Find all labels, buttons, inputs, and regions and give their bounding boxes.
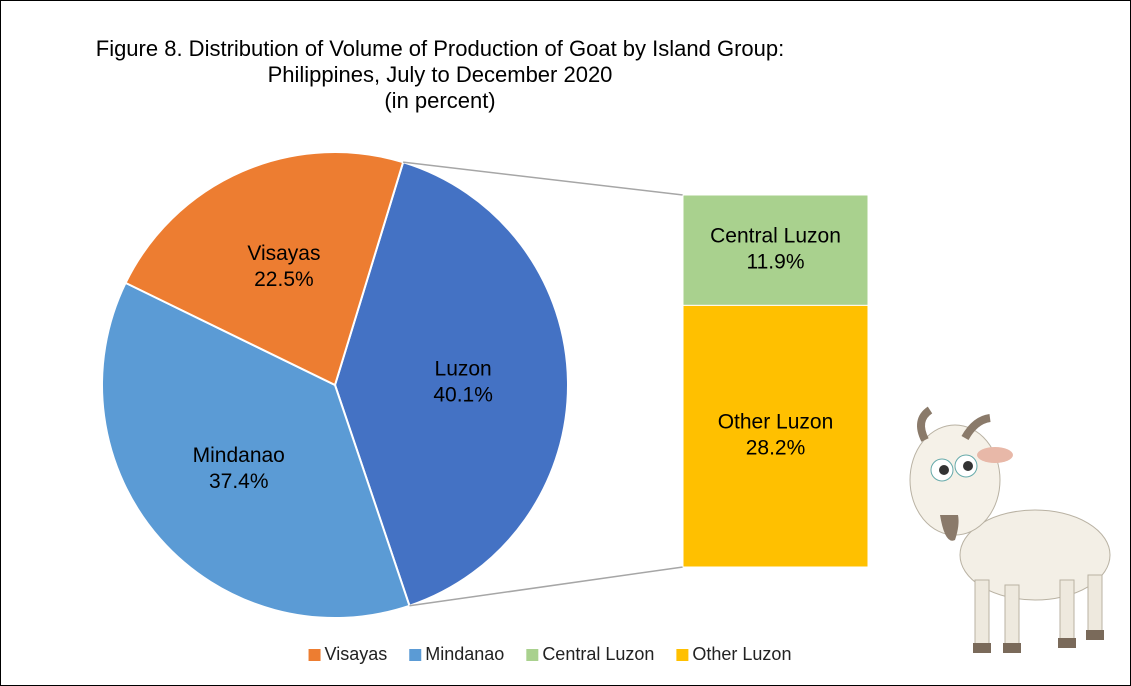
- legend: Visayas Mindanao Central Luzon Other Luzon: [308, 644, 791, 664]
- slice-value-label: 40.1%: [433, 384, 493, 407]
- bar-segment: [682, 194, 869, 306]
- legend-label: Visayas: [325, 644, 388, 664]
- bar-value-label: 28.2%: [746, 437, 806, 460]
- connector-line: [409, 566, 684, 607]
- slice-label: Visayas: [247, 242, 320, 265]
- legend-swatch: [526, 649, 539, 661]
- bar-value-label: 11.9%: [747, 251, 805, 274]
- slice-value-label: 37.4%: [209, 470, 269, 493]
- connector-line: [403, 161, 684, 196]
- goat-illustration: [909, 406, 1111, 653]
- chart-title: Philippines, July to December 2020: [268, 62, 613, 87]
- bar-label: Other Luzon: [718, 411, 834, 434]
- legend-label: Other Luzon: [692, 644, 791, 664]
- legend-label: Central Luzon: [542, 644, 654, 664]
- pie-slice: [124, 151, 405, 387]
- bar-segment: [682, 304, 869, 568]
- slice-label: Mindanao: [193, 444, 285, 467]
- legend-swatch: [409, 649, 422, 661]
- legend-swatch: [308, 649, 321, 661]
- legend-swatch: [676, 649, 689, 661]
- chart-title: Figure 8. Distribution of Volume of Prod…: [96, 36, 784, 61]
- bar-label: Central Luzon: [710, 225, 841, 248]
- legend-label: Mindanao: [425, 644, 504, 664]
- slice-label: Luzon: [435, 358, 492, 381]
- slice-value-label: 22.5%: [254, 268, 314, 291]
- pie-slice: [101, 281, 411, 619]
- chart-title: (in percent): [384, 88, 495, 113]
- pie-slice: [333, 160, 569, 608]
